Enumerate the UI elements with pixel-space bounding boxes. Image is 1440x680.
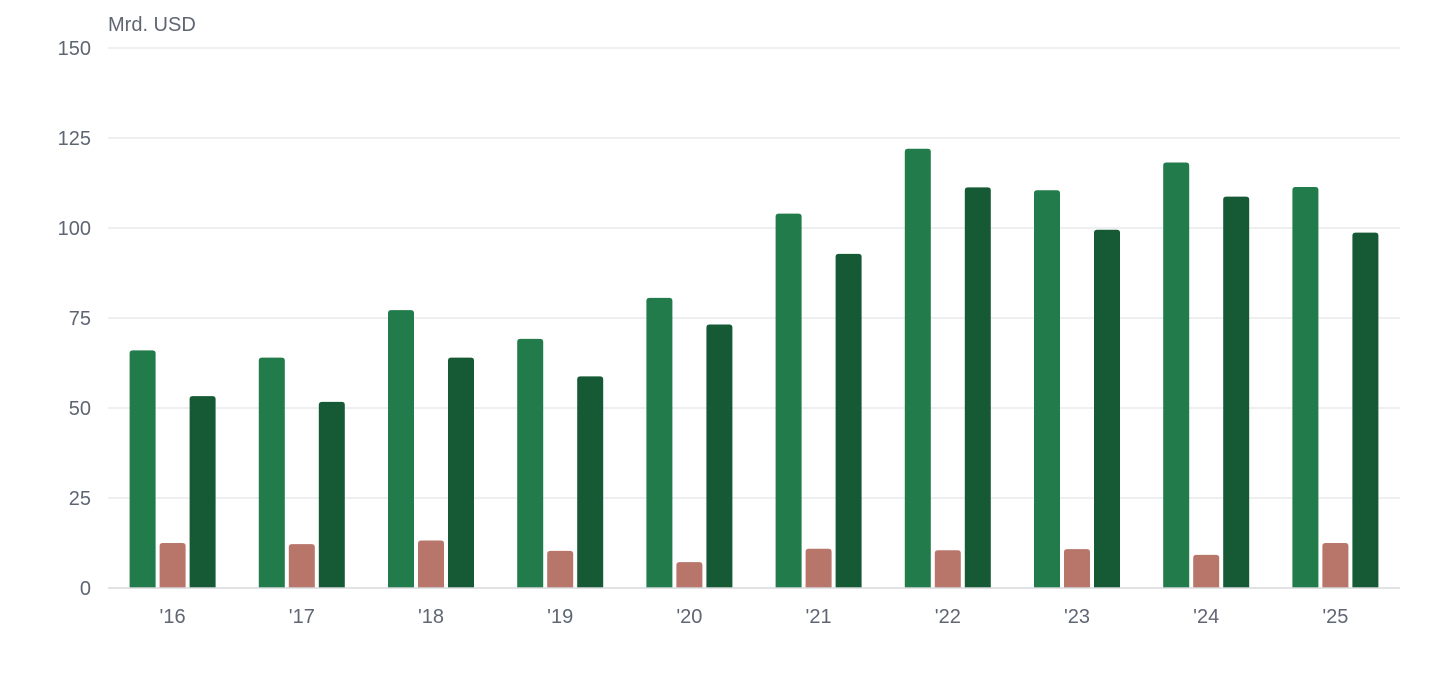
bar-series-3	[577, 376, 604, 588]
bar-series-3	[835, 253, 862, 589]
bar-series-1	[1163, 162, 1190, 589]
y-tick-label: 125	[58, 128, 91, 150]
bar-series-1	[517, 338, 544, 588]
x-axis-ticks: '16 '17 '18 '19 '20 '21 '22 '23 '24 '25	[160, 606, 1349, 628]
bar-series-1	[1292, 186, 1319, 588]
bar-series-1	[129, 350, 156, 588]
y-tick-label: 25	[69, 488, 91, 510]
bar-series-2	[547, 550, 574, 588]
bar-series-2	[288, 544, 315, 588]
bar-series-3	[1352, 232, 1379, 588]
bars	[129, 148, 1379, 589]
x-tick-label: '16	[160, 606, 186, 628]
bar-series-1	[904, 148, 931, 589]
bar-series-2	[1322, 543, 1349, 588]
bar-series-2	[676, 562, 703, 588]
x-tick-label: '22	[935, 606, 961, 628]
grid-lines	[108, 47, 1400, 499]
bar-series-2	[1193, 554, 1220, 588]
bar-series-1	[388, 310, 414, 588]
x-tick-label: '25	[1322, 606, 1348, 628]
y-axis-unit-label: Mrd. USD	[108, 14, 196, 36]
x-tick-label: '23	[1064, 606, 1090, 628]
x-tick-label: '24	[1193, 606, 1219, 628]
bar-series-1	[646, 297, 673, 588]
bar-series-3	[1223, 196, 1250, 588]
y-tick-label: 100	[58, 218, 91, 240]
bar-series-3	[964, 187, 991, 588]
x-tick-label: '19	[547, 606, 573, 628]
bar-series-2	[934, 550, 961, 588]
x-tick-label: '18	[418, 606, 444, 628]
y-axis-ticks: 0 25 50 75 100 125 150	[58, 38, 91, 600]
bar-series-2	[418, 540, 444, 588]
bar-series-1	[775, 213, 802, 588]
x-tick-label: '17	[289, 606, 315, 628]
y-tick-label: 0	[80, 578, 91, 600]
x-tick-label: '20	[676, 606, 702, 628]
bar-series-3	[448, 357, 474, 588]
bar-series-3	[1094, 229, 1120, 589]
bar-series-3	[318, 401, 345, 588]
bar-series-1	[258, 357, 285, 588]
bar-series-2	[1064, 549, 1090, 588]
y-tick-label: 150	[58, 38, 91, 60]
bar-series-3	[189, 396, 216, 588]
y-tick-label: 50	[69, 398, 91, 420]
bar-series-3	[706, 324, 733, 588]
bar-series-1	[1034, 190, 1060, 588]
bar-series-2	[805, 548, 832, 588]
x-tick-label: '21	[806, 606, 832, 628]
y-tick-label: 75	[69, 308, 91, 330]
bar-series-2	[159, 543, 186, 588]
